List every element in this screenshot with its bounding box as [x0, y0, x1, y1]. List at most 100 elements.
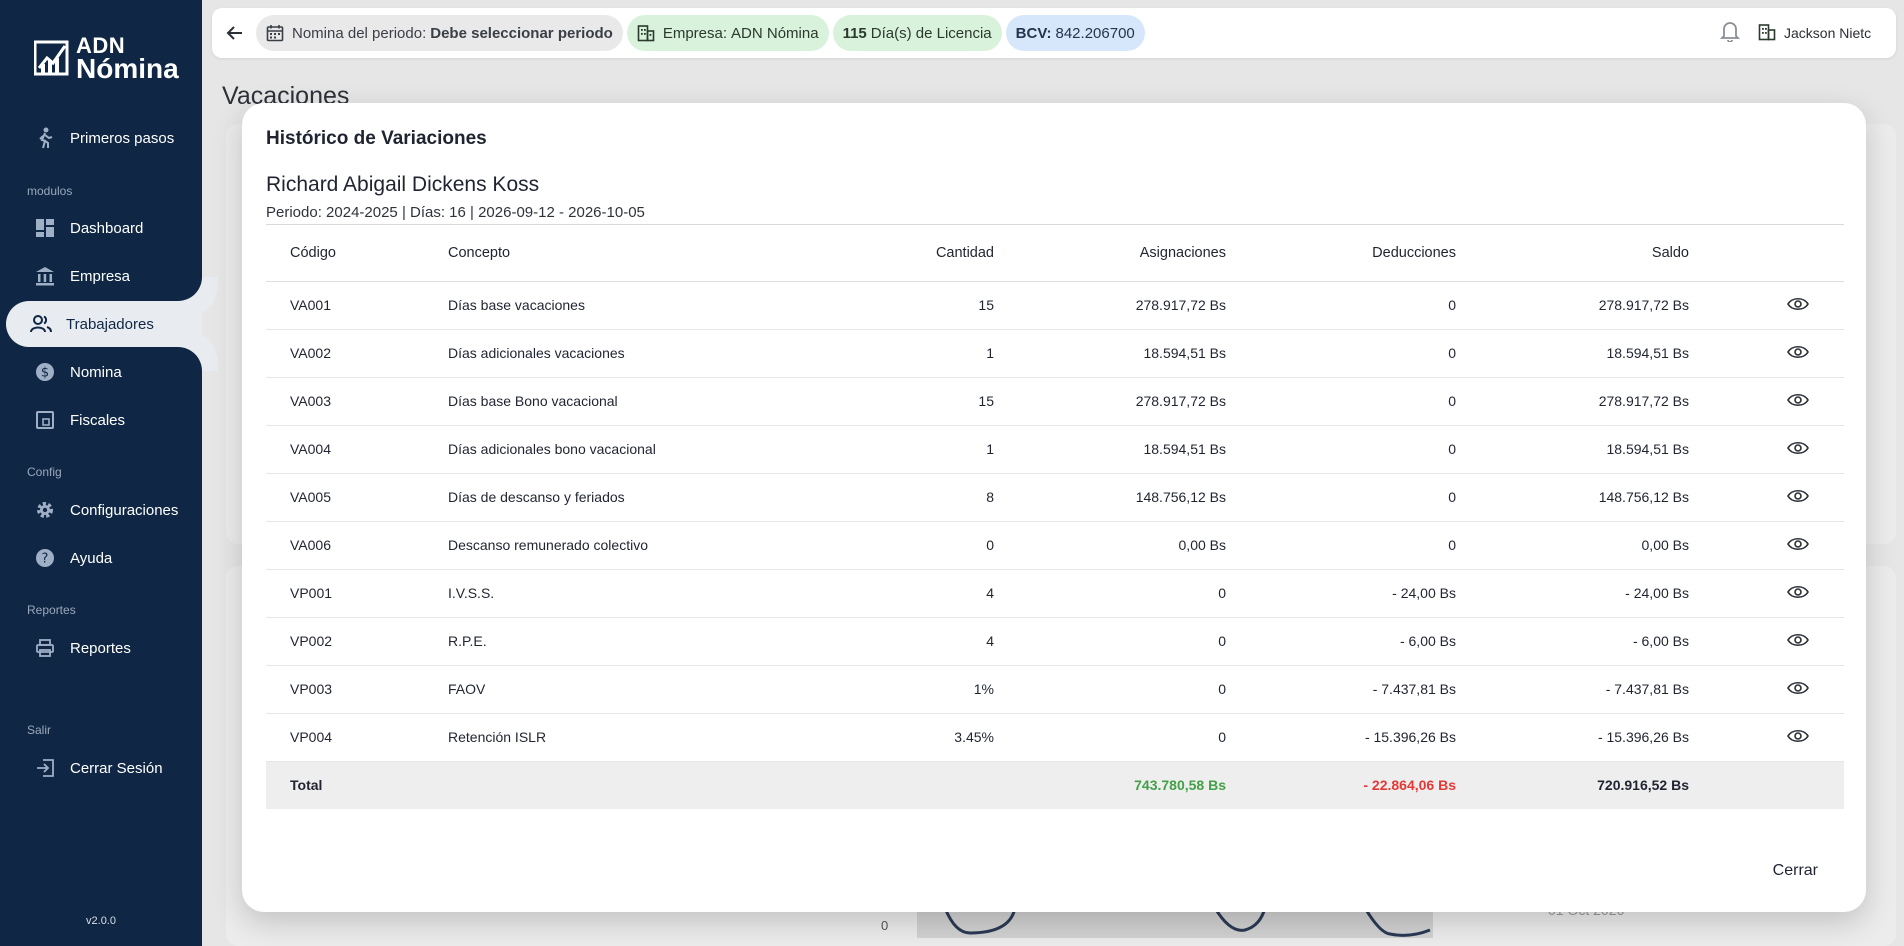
- bcv-chip[interactable]: BCV: 842.206700: [1005, 15, 1145, 51]
- table-row: VP003 FAOV 1% 0 - 7.437,81 Bs - 7.437,81…: [266, 665, 1844, 714]
- view-eye-icon[interactable]: [1787, 488, 1809, 504]
- cell-code: VA001: [266, 281, 448, 330]
- view-eye-icon[interactable]: [1787, 680, 1809, 696]
- sidebar-item-label: Ayuda: [70, 549, 113, 567]
- view-eye-icon[interactable]: [1787, 728, 1809, 744]
- sidebar-section-reportes: Reportes: [27, 603, 76, 617]
- sidebar-item-label: Primeros pasos: [70, 129, 175, 147]
- cell-ded: 0: [1226, 473, 1456, 522]
- col-header-actions: [1689, 225, 1844, 282]
- cell-ded: 0: [1226, 521, 1456, 570]
- sidebar: ADN Nómina Primeros pasos modulos Dashbo…: [0, 0, 202, 946]
- view-eye-icon[interactable]: [1787, 584, 1809, 600]
- license-chip[interactable]: 115 Día(s) de Licencia: [832, 15, 1002, 51]
- cell-concept: Días adicionales vacaciones: [448, 329, 788, 378]
- sidebar-item-label: Empresa: [70, 267, 131, 285]
- sidebar-item-configuraciones[interactable]: Configuraciones: [0, 487, 202, 533]
- sidebar-item-cerrar-sesion[interactable]: Cerrar Sesión: [0, 745, 202, 791]
- cell-concept: Días de descanso y feriados: [448, 473, 788, 522]
- help-icon: ?: [34, 547, 56, 569]
- view-eye-icon[interactable]: [1787, 536, 1809, 552]
- cell-asig: 0: [994, 617, 1226, 666]
- license-count: 115: [842, 24, 867, 42]
- view-eye-icon[interactable]: [1787, 344, 1809, 360]
- period-label: Nomina del periodo:: [292, 24, 427, 42]
- dialog-title: Histórico de Variaciones: [266, 128, 487, 149]
- sidebar-section-modulos: modulos: [27, 184, 73, 198]
- cell-code: VP002: [266, 617, 448, 666]
- svg-text:?: ?: [42, 552, 49, 567]
- table-row: VA004 Días adicionales bono vacacional 1…: [266, 425, 1844, 474]
- notification-bell-icon[interactable]: [1719, 20, 1741, 47]
- cell-code: VA003: [266, 377, 448, 426]
- arrow-left-icon: [226, 26, 242, 40]
- total-ded: - 22.864,06 Bs: [1226, 761, 1456, 809]
- logo-text-line1: ADN: [76, 33, 126, 58]
- sidebar-item-fiscales[interactable]: Fiscales: [0, 397, 202, 443]
- cell-qty: 3.45%: [788, 713, 994, 762]
- cell-qty: 0: [788, 521, 994, 570]
- cell-code: VP004: [266, 713, 448, 762]
- col-header-concepto: Concepto: [448, 225, 788, 282]
- cell-qty: 15: [788, 281, 994, 330]
- sidebar-item-ayuda[interactable]: ? Ayuda: [0, 535, 202, 581]
- cell-qty: 8: [788, 473, 994, 522]
- cell-concept: Retención ISLR: [448, 713, 788, 762]
- sidebar-item-reportes[interactable]: Reportes: [0, 625, 202, 671]
- total-asig: 743.780,58 Bs: [994, 761, 1226, 809]
- bcv-value: 842.206700: [1055, 24, 1135, 42]
- back-button[interactable]: [218, 16, 252, 50]
- table-total-row: Total 743.780,58 Bs - 22.864,06 Bs 720.9…: [266, 761, 1844, 809]
- app-logo: ADN Nómina: [34, 33, 179, 82]
- table-row: VP002 R.P.E. 4 0 - 6,00 Bs - 6,00 Bs: [266, 617, 1844, 666]
- cell-code: VA006: [266, 521, 448, 570]
- cell-asig: 0: [994, 665, 1226, 714]
- cell-ded: - 24,00 Bs: [1226, 569, 1456, 618]
- cell-code: VP003: [266, 665, 448, 714]
- dashboard-icon: [34, 217, 56, 239]
- table-row: VA002 Días adicionales vacaciones 1 18.5…: [266, 329, 1844, 378]
- cell-asig: 0,00 Bs: [994, 521, 1226, 570]
- view-eye-icon[interactable]: [1787, 392, 1809, 408]
- table-row: VA006 Descanso remunerado colectivo 0 0,…: [266, 521, 1844, 570]
- user-menu[interactable]: Jackson Nietc: [1758, 23, 1888, 44]
- sidebar-item-primeros-pasos[interactable]: Primeros pasos: [0, 115, 202, 161]
- calendar-icon: [266, 24, 284, 42]
- table-row: VA003 Días base Bono vacacional 15 278.9…: [266, 377, 1844, 426]
- total-empty-cell: [1689, 761, 1844, 809]
- table-row: VP004 Retención ISLR 3.45% 0 - 15.396,26…: [266, 713, 1844, 762]
- cell-qty: 15: [788, 377, 994, 426]
- cell-saldo: 278.917,72 Bs: [1456, 281, 1689, 330]
- view-eye-icon[interactable]: [1787, 296, 1809, 312]
- sidebar-item-empresa[interactable]: Empresa: [0, 253, 202, 299]
- sidebar-item-trabajadores[interactable]: Trabajadores: [6, 301, 202, 347]
- cell-asig: 18.594,51 Bs: [994, 425, 1226, 474]
- cell-ded: - 15.396,26 Bs: [1226, 713, 1456, 762]
- cell-saldo: - 24,00 Bs: [1456, 569, 1689, 618]
- sidebar-item-dashboard[interactable]: Dashboard: [0, 205, 202, 251]
- sidebar-item-label: Configuraciones: [70, 501, 179, 519]
- top-bar: Nomina del periodo: Debe seleccionar per…: [212, 8, 1896, 58]
- close-button[interactable]: Cerrar: [1772, 862, 1818, 879]
- cell-asig: 278.917,72 Bs: [994, 377, 1226, 426]
- table-row: VP001 I.V.S.S. 4 0 - 24,00 Bs - 24,00 Bs: [266, 569, 1844, 618]
- document-icon: [34, 409, 56, 431]
- employee-name: Richard Abigail Dickens Koss: [266, 173, 540, 196]
- cell-ded: - 7.437,81 Bs: [1226, 665, 1456, 714]
- walking-person-icon: [34, 127, 56, 149]
- total-empty-cell: [788, 761, 994, 809]
- period-chip[interactable]: Nomina del periodo: Debe seleccionar per…: [256, 15, 623, 51]
- cell-saldo: 0,00 Bs: [1456, 521, 1689, 570]
- user-name: Jackson Nietc: [1784, 25, 1872, 41]
- sidebar-item-label: Trabajadores: [66, 315, 154, 333]
- period-info: Periodo: 2024-2025 | Días: 16 | 2026-09-…: [266, 204, 645, 221]
- company-value: ADN Nómina: [731, 24, 819, 42]
- view-eye-icon[interactable]: [1787, 440, 1809, 456]
- sidebar-item-nomina[interactable]: $ Nomina: [0, 349, 202, 395]
- cell-code: VA004: [266, 425, 448, 474]
- cell-asig: 18.594,51 Bs: [994, 329, 1226, 378]
- cell-qty: 1: [788, 425, 994, 474]
- sidebar-item-label: Fiscales: [70, 411, 126, 429]
- view-eye-icon[interactable]: [1787, 632, 1809, 648]
- company-chip[interactable]: Empresa: ADN Nómina: [626, 15, 829, 51]
